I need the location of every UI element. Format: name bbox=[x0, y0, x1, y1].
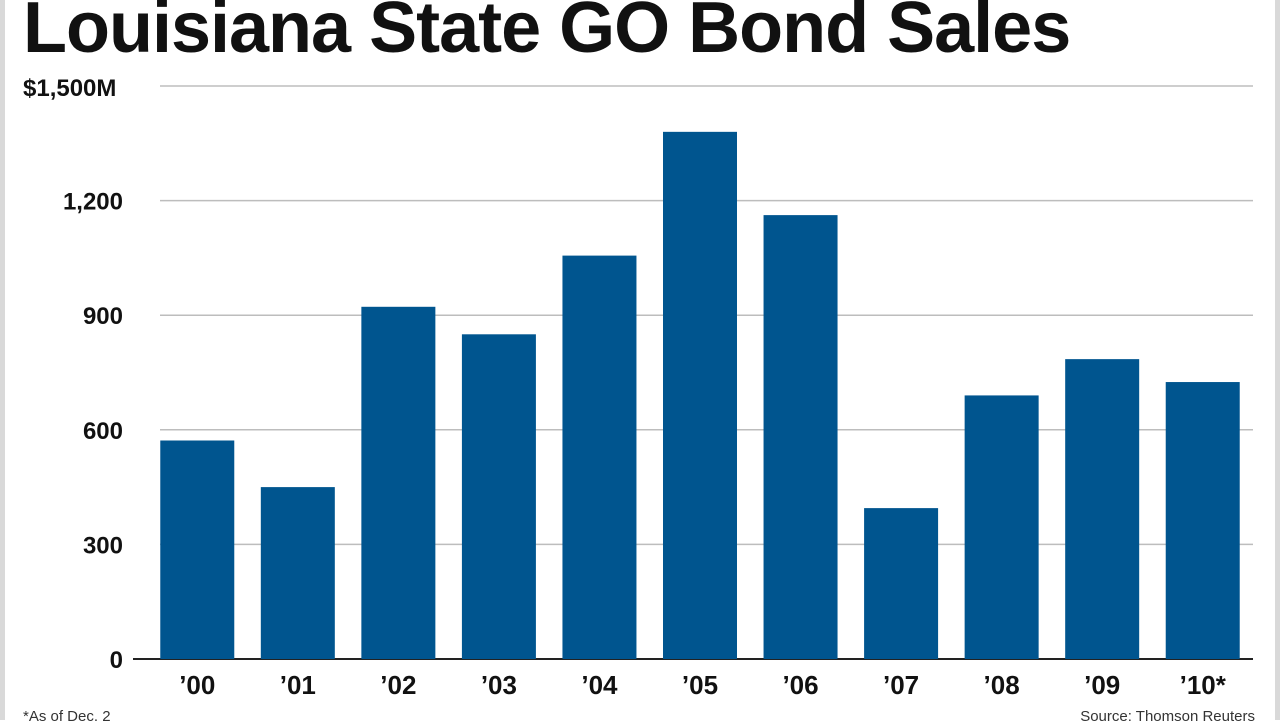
chart-title: Louisiana State GO Bond Sales bbox=[23, 0, 1071, 68]
y-axis-ticks: 0 300 600 900 1,200 $1,500M bbox=[23, 75, 123, 674]
x-tick-label: ’03 bbox=[481, 670, 517, 700]
y-tick-label: 900 bbox=[83, 303, 123, 330]
x-tick-label: ’05 bbox=[682, 670, 718, 700]
bars bbox=[160, 131, 1240, 660]
bar bbox=[461, 334, 536, 659]
y-tick-label: 600 bbox=[83, 418, 123, 445]
y-tick-label: 1,200 bbox=[63, 189, 123, 216]
x-axis-ticks: ’00 ’01 ’02 ’03 ’04 ’05 ’06 ’07 ’08 ’09 ’10* bbox=[179, 670, 1227, 700]
bar bbox=[763, 215, 838, 659]
x-tick-label: ’01 bbox=[280, 670, 316, 700]
x-tick-label: ’02 bbox=[380, 670, 416, 700]
bar bbox=[562, 255, 637, 659]
bar bbox=[260, 487, 335, 659]
footnote: *As of Dec. 2 bbox=[23, 708, 111, 725]
x-tick-label: ’06 bbox=[782, 670, 818, 700]
bar bbox=[361, 306, 436, 659]
x-tick-label: ’07 bbox=[883, 670, 919, 700]
y-tick-label: 0 bbox=[110, 647, 123, 674]
y-tick-label: 300 bbox=[83, 532, 123, 559]
bar bbox=[1165, 382, 1240, 659]
bar bbox=[160, 440, 235, 659]
source-note: Source: Thomson Reuters bbox=[1080, 708, 1255, 725]
y-tick-label: $1,500M bbox=[23, 75, 116, 102]
bar bbox=[864, 508, 939, 659]
bar bbox=[964, 395, 1039, 659]
x-tick-label: ’10* bbox=[1180, 670, 1227, 700]
x-tick-label: ’09 bbox=[1084, 670, 1120, 700]
bar bbox=[663, 131, 737, 660]
x-tick-label: ’00 bbox=[179, 670, 215, 700]
bar bbox=[1065, 359, 1140, 659]
x-tick-label: ’04 bbox=[581, 670, 618, 700]
x-tick-label: ’08 bbox=[984, 670, 1020, 700]
